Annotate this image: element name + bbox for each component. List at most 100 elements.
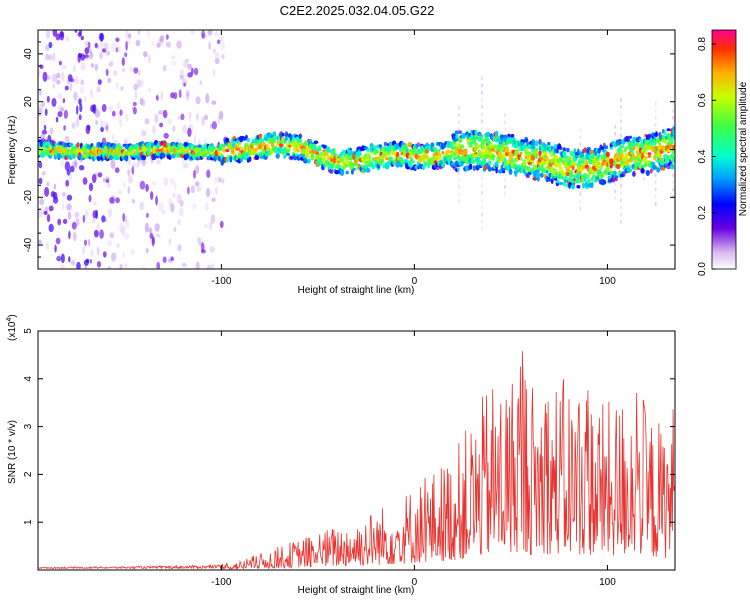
heatmap-cell — [64, 161, 71, 172]
heatmap-cell — [77, 32, 82, 37]
colorbar-ticks: 0.0 0.2 0.4 0.6 0.8 — [697, 37, 716, 276]
heatmap-cell — [620, 183, 622, 188]
heatmap-cell — [504, 147, 510, 153]
heatmap-cell — [542, 151, 548, 156]
heatmap-cell — [117, 45, 122, 53]
heatmap-cell — [481, 112, 483, 117]
heatmap-cell — [73, 91, 78, 101]
heatmap-cell — [457, 127, 460, 132]
heatmap-cell — [569, 171, 574, 177]
heatmap-cell — [195, 96, 201, 105]
heatmap-cell — [578, 170, 582, 175]
heatmap-cell — [495, 167, 498, 174]
heatmap-cell — [96, 261, 102, 268]
heatmap-cell — [516, 150, 519, 156]
heatmap-cell — [217, 115, 221, 124]
heatmap-cell — [481, 226, 483, 231]
heatmap-cell — [75, 118, 80, 128]
heatmap-cell — [570, 180, 576, 184]
heatmap-cell — [53, 183, 57, 190]
heatmap-cell — [473, 134, 478, 141]
heatmap-cell — [135, 143, 139, 149]
heatmap-cell — [154, 114, 159, 123]
heatmap-cell — [620, 198, 622, 203]
x-tick-label: 0 — [412, 276, 418, 287]
heatmap-cell — [108, 61, 114, 67]
heatmap-cell — [619, 152, 624, 158]
heatmap-cell — [292, 140, 298, 144]
heatmap-cell — [137, 30, 141, 36]
x-tick-label: -100 — [211, 276, 231, 287]
heatmap-cell — [211, 100, 217, 105]
heatmap-cell — [590, 181, 594, 188]
heatmap-cell — [61, 65, 67, 70]
heatmap-cell — [134, 162, 141, 168]
heatmap-cell — [519, 151, 523, 155]
heatmap-cell — [78, 165, 85, 171]
heatmap-cell — [69, 165, 75, 173]
heatmap-cell — [352, 167, 356, 171]
heatmap-cell — [125, 40, 128, 51]
heatmap-cell — [88, 194, 92, 203]
heatmap-cell — [501, 153, 506, 157]
heatmap-cell — [283, 154, 287, 159]
heatmap-cell — [219, 220, 224, 228]
heatmap-cell — [99, 40, 104, 49]
heatmap-cell — [576, 179, 581, 183]
heatmap-cell — [504, 177, 506, 182]
heatmap-cell — [463, 150, 468, 156]
heatmap-cell — [103, 42, 109, 51]
heatmap-cell — [144, 222, 149, 233]
heatmap-cell — [671, 157, 675, 163]
heatmap-cell — [504, 184, 506, 189]
colorbar-tick-label: 0.8 — [697, 37, 708, 51]
heatmap-cell — [468, 144, 473, 148]
heatmap-cell — [237, 141, 242, 146]
heatmap-cell — [526, 174, 530, 179]
heatmap-cell — [72, 64, 76, 73]
heatmap-cell — [112, 110, 116, 117]
heatmap-cell — [414, 153, 419, 160]
heatmap-cell — [620, 112, 622, 117]
heatmap-cell — [620, 191, 622, 195]
heatmap-cell — [416, 142, 421, 148]
heatmap-cell — [481, 191, 483, 195]
heatmap-cell — [135, 39, 141, 47]
heatmap-cell — [43, 210, 48, 215]
heatmap-cell — [531, 161, 535, 165]
heatmap-cell — [92, 104, 97, 114]
heatmap-cell — [670, 163, 675, 170]
heatmap-cell — [155, 148, 161, 153]
heatmap-cell — [46, 181, 50, 187]
heatmap-cell — [84, 239, 87, 246]
heatmap-cell — [124, 155, 129, 162]
heatmap-cell — [122, 67, 126, 73]
heatmap-cell — [119, 223, 124, 232]
heatmap-cell — [71, 123, 75, 129]
heatmap-cell — [87, 41, 91, 49]
heatmap-cell — [461, 132, 466, 139]
heatmap-cell — [143, 51, 148, 58]
heatmap-cell — [186, 92, 190, 102]
heatmap-cell — [620, 104, 622, 109]
y-tick-label: 4 — [23, 376, 34, 382]
y-tick-label: 2 — [23, 471, 34, 477]
heatmap-cell — [305, 154, 310, 159]
heatmap-cell — [310, 154, 315, 161]
heatmap-cell — [99, 229, 104, 239]
snr-plot: -100 0 100 1 2 3 4 5 Height of straight line (… — [6, 314, 676, 596]
heatmap-cell — [371, 165, 376, 170]
spectrogram-x-label: Height of straight line (km) — [298, 285, 415, 296]
heatmap-cell — [345, 170, 349, 175]
heatmap-cell — [55, 116, 59, 123]
heatmap-cell — [536, 172, 541, 177]
heatmap-cell — [545, 170, 549, 174]
heatmap-cell — [122, 230, 125, 239]
heatmap-cell — [352, 162, 357, 166]
heatmap-cell — [79, 149, 84, 154]
heatmap-cell — [45, 30, 51, 39]
heatmap-cell — [214, 52, 220, 61]
heatmap-cell — [267, 146, 271, 150]
heatmap-cell — [46, 75, 51, 81]
